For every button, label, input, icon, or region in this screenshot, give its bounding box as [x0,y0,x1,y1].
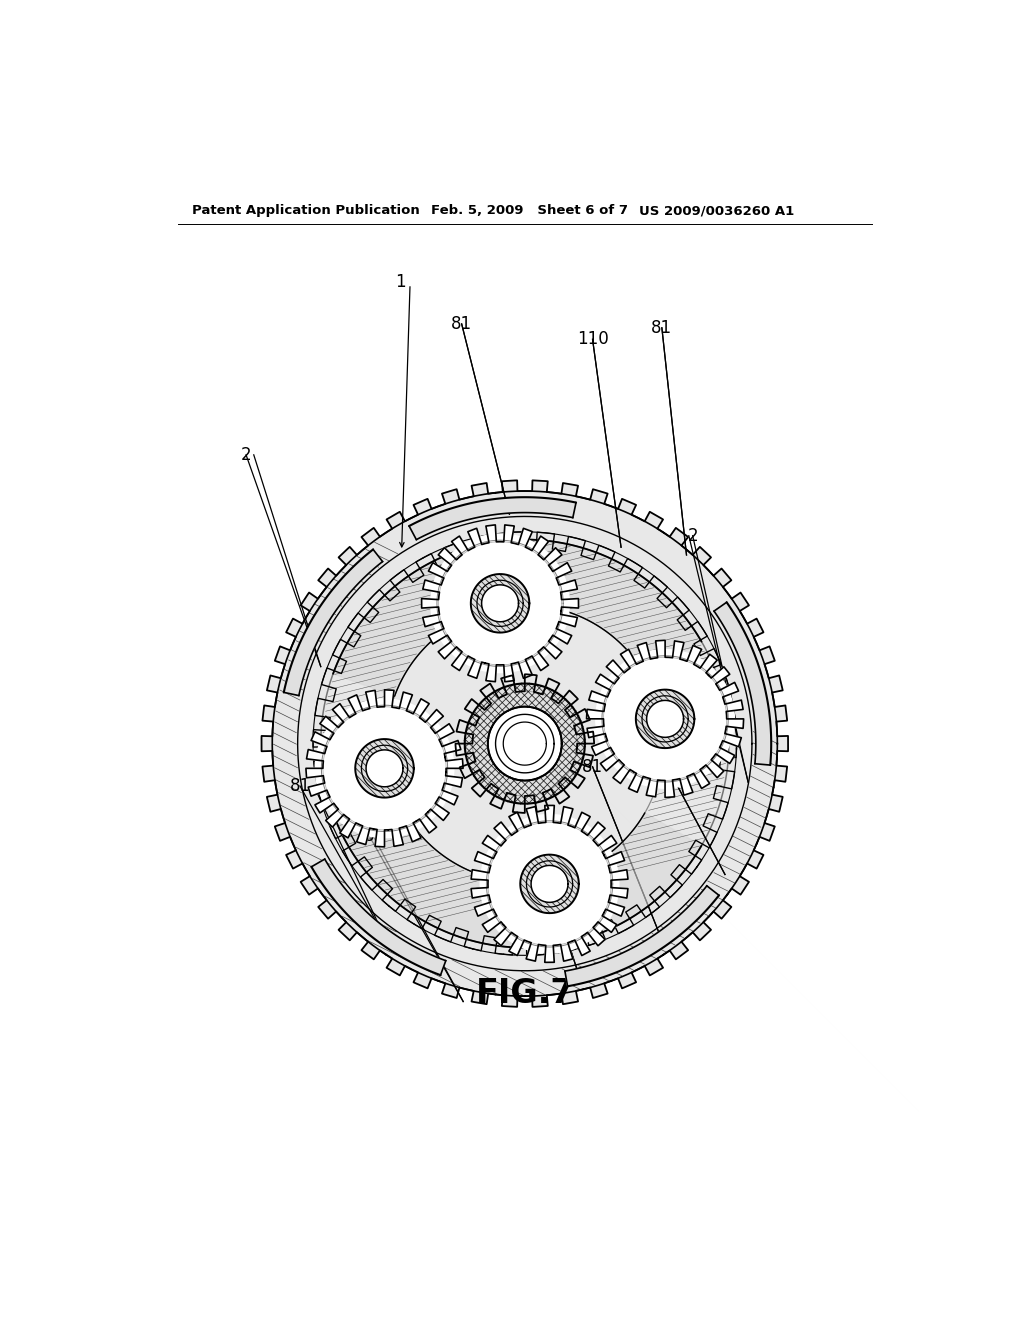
Text: 110: 110 [577,330,608,348]
Polygon shape [410,498,577,540]
Circle shape [366,750,403,787]
Circle shape [503,722,547,766]
Polygon shape [471,805,628,962]
Polygon shape [714,602,771,766]
Polygon shape [261,480,788,1007]
Text: 81: 81 [651,319,673,337]
Circle shape [355,739,414,797]
Text: 4: 4 [525,820,537,837]
Circle shape [298,516,752,970]
Text: Patent Application Publication: Patent Application Publication [193,205,420,218]
Text: 2: 2 [687,527,698,545]
Text: 1: 1 [394,273,406,290]
Circle shape [596,649,734,788]
Text: 81: 81 [582,758,603,776]
Circle shape [520,854,579,913]
Circle shape [487,706,562,780]
Circle shape [636,689,694,748]
Circle shape [315,700,454,838]
Circle shape [481,585,518,622]
Text: 81: 81 [452,315,472,333]
Text: 8: 8 [641,719,651,737]
Text: FIG.7: FIG.7 [475,977,574,1010]
Circle shape [480,814,618,953]
Text: Feb. 5, 2009   Sheet 6 of 7: Feb. 5, 2009 Sheet 6 of 7 [431,205,628,218]
Text: 2: 2 [241,446,251,463]
Polygon shape [422,525,579,681]
Text: 81: 81 [290,777,310,795]
Text: US 2009/0036260 A1: US 2009/0036260 A1 [639,205,794,218]
Polygon shape [333,540,701,696]
Polygon shape [587,640,743,797]
Circle shape [465,684,585,804]
Polygon shape [306,690,463,847]
Circle shape [531,866,568,903]
Text: 8: 8 [364,828,375,845]
Circle shape [464,682,586,804]
Circle shape [431,535,569,673]
Circle shape [646,701,684,738]
Polygon shape [284,549,383,696]
Polygon shape [311,859,445,975]
Circle shape [471,574,529,632]
Circle shape [488,708,561,780]
Polygon shape [565,886,719,986]
Circle shape [272,491,777,997]
Polygon shape [333,791,701,948]
